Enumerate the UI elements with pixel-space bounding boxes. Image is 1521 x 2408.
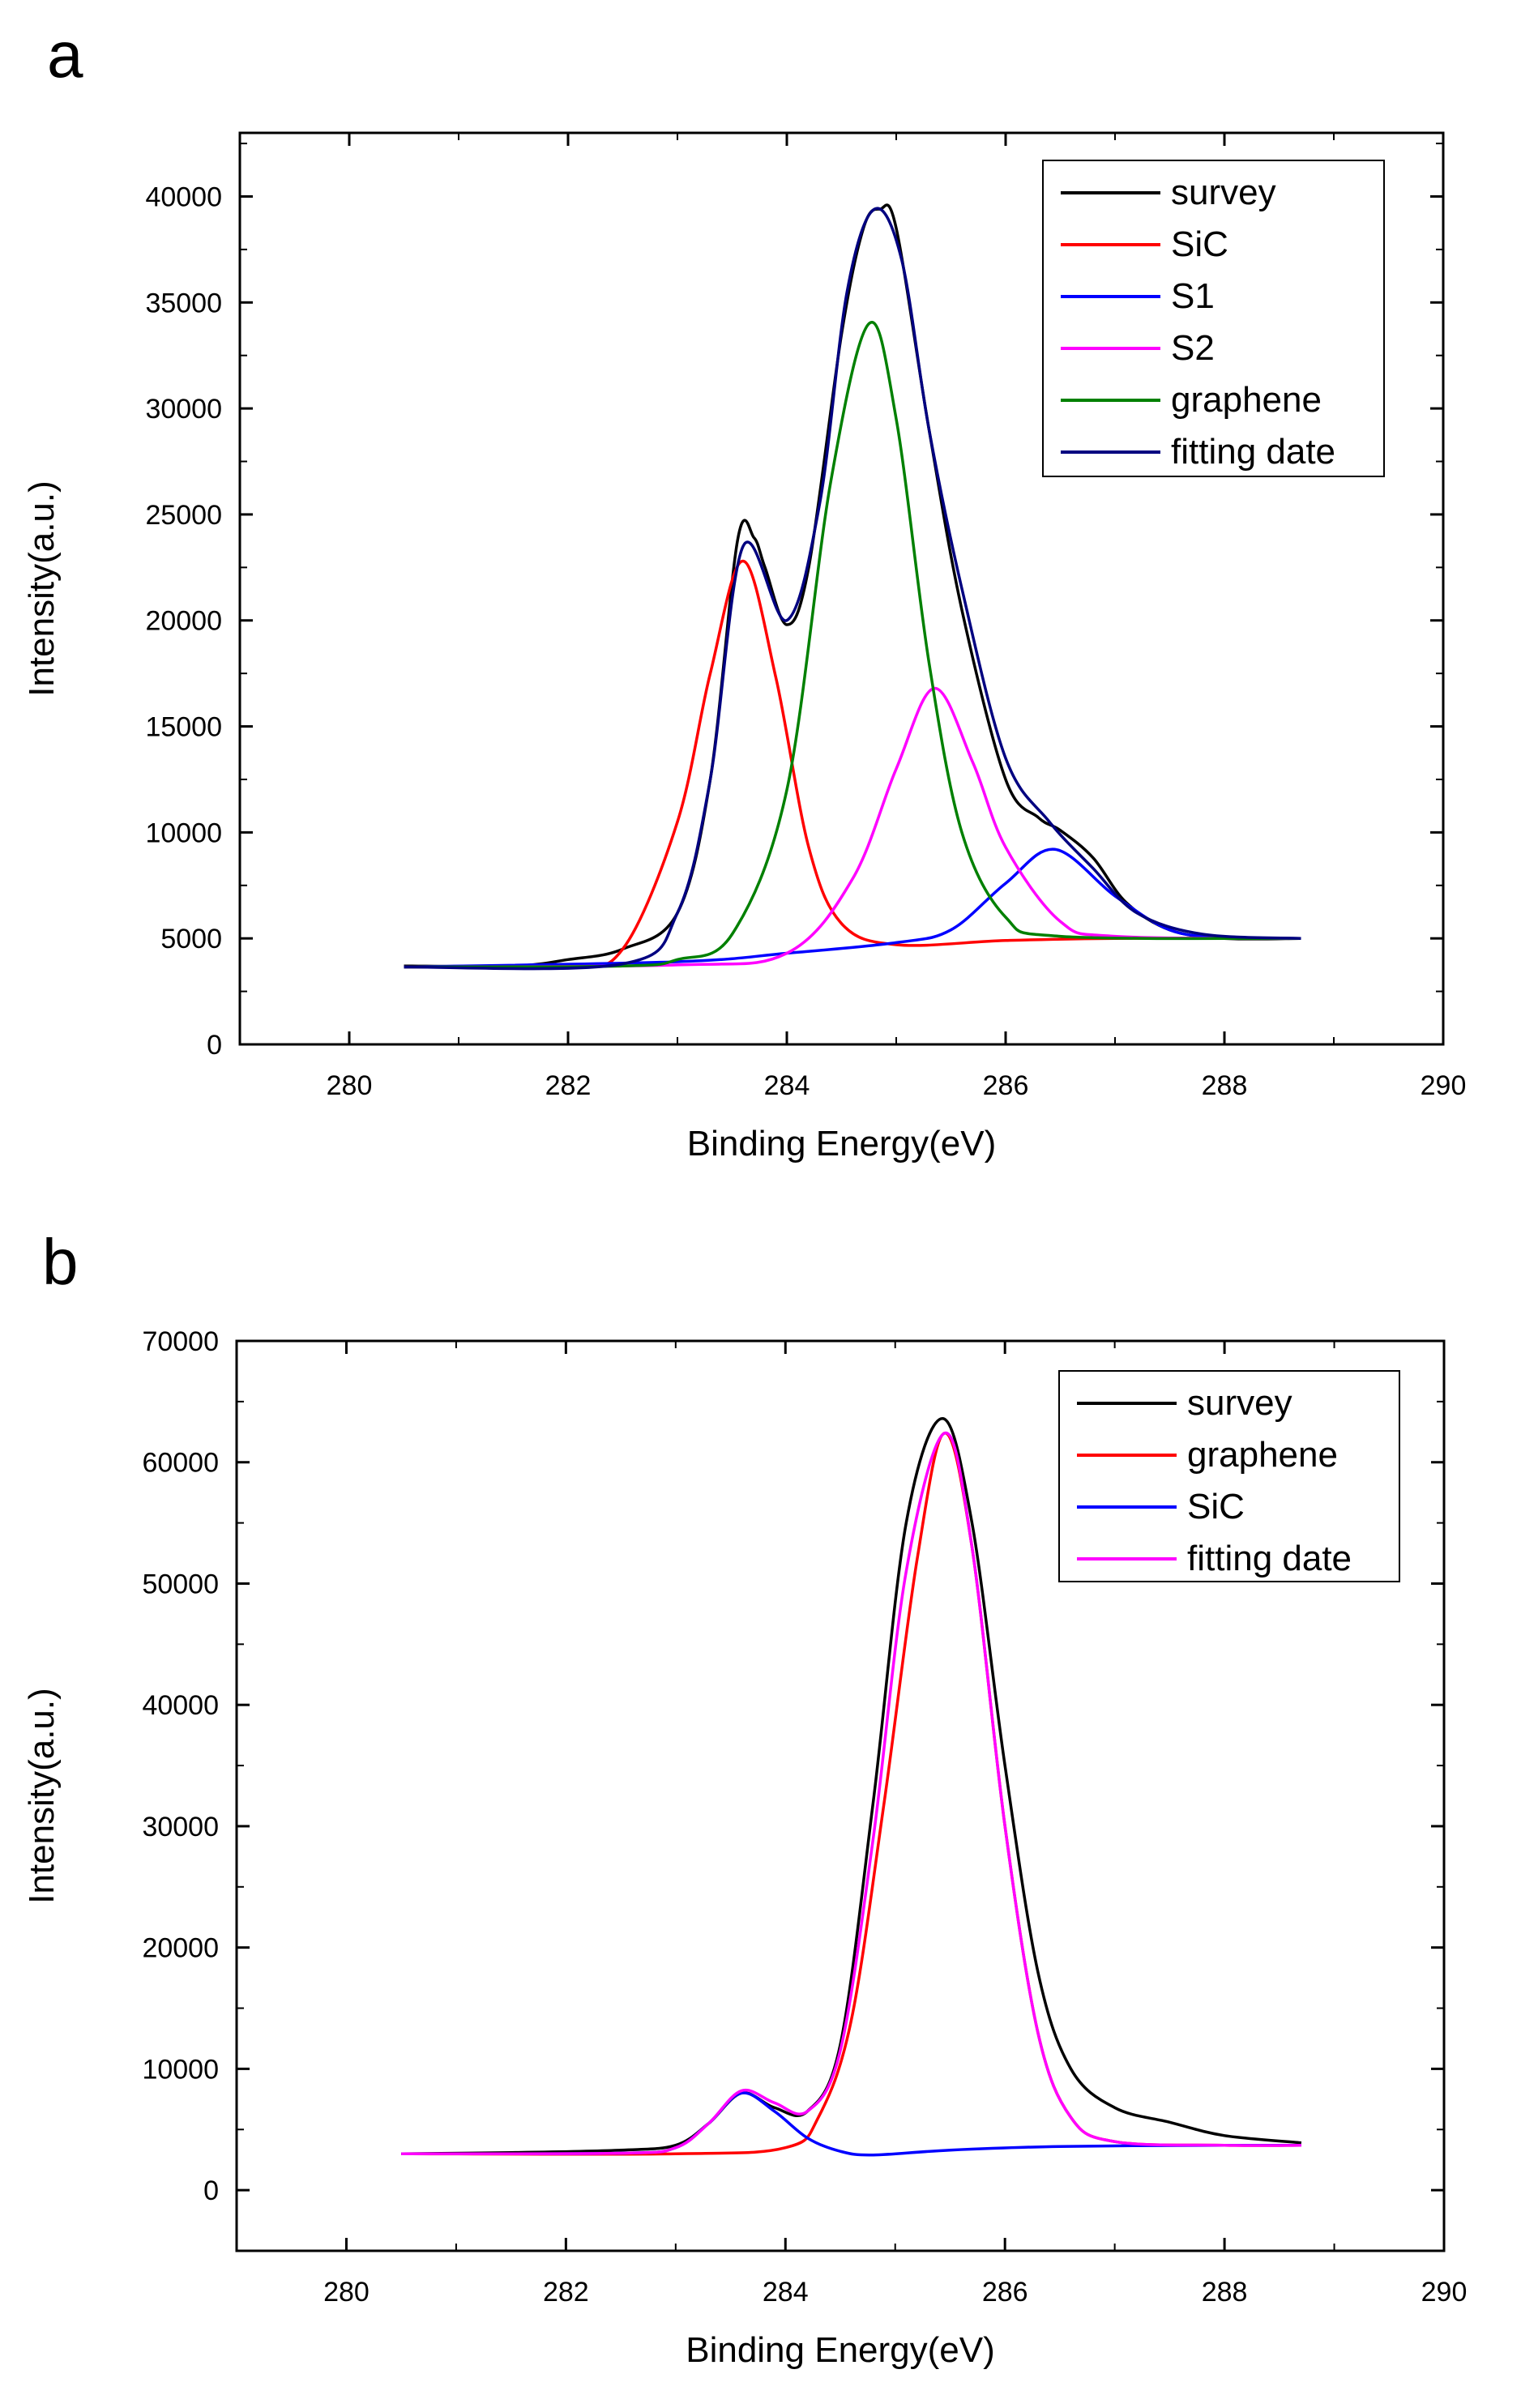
y-axis: 0 5000 10000 15000 20000 25000 30000 35000 40000 <box>145 143 1443 1061</box>
y-tick-label: 40000 <box>142 1690 219 1721</box>
x-tick-label: 284 <box>763 2277 809 2308</box>
x-tick-label: 286 <box>983 1070 1029 1101</box>
legend-box <box>1042 160 1385 477</box>
x-tick-label: 290 <box>1421 1070 1467 1101</box>
x-tick-label: 288 <box>1202 1070 1248 1101</box>
y-tick-label: 30000 <box>142 1812 219 1842</box>
y-axis-title: Intensity(a.u.) <box>22 480 62 697</box>
legend-label: S1 <box>1171 276 1215 316</box>
x-tick-label: 288 <box>1202 2277 1248 2308</box>
x-tick-label: 280 <box>323 2277 370 2308</box>
y-tick-label: 20000 <box>142 1933 219 1964</box>
panel-b: b 280 282 284 286 288 290 Binding Energy(eV) 0 10… <box>22 1226 1467 2370</box>
legend-label: survey <box>1187 1383 1292 1423</box>
x-axis-title: Binding Energy(eV) <box>686 2330 995 2370</box>
y-tick-label: 0 <box>203 2175 219 2206</box>
x-tick-label: 282 <box>545 1070 592 1101</box>
legend-label: SiC <box>1171 224 1228 264</box>
x-tick-label: 290 <box>1421 2277 1468 2308</box>
x-tick-label: 284 <box>764 1070 810 1101</box>
legend: survey SiC S1 S2 graphene fitting date <box>1042 160 1385 477</box>
legend-box <box>1058 1370 1400 1582</box>
panel-letter: a <box>47 19 83 91</box>
series-line-s2 <box>404 686 1301 969</box>
plot-frame <box>238 131 1445 1046</box>
y-tick-label: 0 <box>207 1030 222 1061</box>
y-axis: 0 10000 20000 30000 40000 50000 60000 70000 <box>142 1326 1444 2252</box>
series-group <box>401 1417 1302 2157</box>
y-tick-label: 35000 <box>145 288 222 318</box>
y-tick-label: 30000 <box>145 394 222 425</box>
y-tick-label: 25000 <box>145 500 222 531</box>
series-line-s1 <box>404 847 1301 969</box>
x-tick-label: 282 <box>543 2277 589 2308</box>
y-tick-label: 40000 <box>145 181 222 212</box>
x-axis-title: Binding Energy(eV) <box>687 1124 997 1163</box>
legend-label: fitting date <box>1187 1539 1352 1578</box>
x-axis: 280 282 284 286 288 290 <box>236 1341 1468 2308</box>
legend-label: fitting date <box>1171 432 1335 472</box>
legend-label: graphene <box>1171 380 1322 420</box>
y-tick-label: 10000 <box>145 818 222 848</box>
series-line-fitting-date <box>404 207 1301 971</box>
panel-a: a 280 282 284 286 288 290 Binding Energy(eV) 0 50… <box>22 19 1466 1163</box>
series-line-graphene <box>404 321 1301 969</box>
y-tick-label: 20000 <box>145 606 222 637</box>
legend-label: graphene <box>1187 1435 1338 1475</box>
legend-label: survey <box>1171 173 1276 212</box>
y-tick-label: 50000 <box>142 1569 219 1599</box>
x-tick-label: 280 <box>327 1070 373 1101</box>
x-tick-label: 286 <box>982 2277 1028 2308</box>
panel-letter: b <box>42 1226 79 1298</box>
legend: survey graphene SiC fitting date <box>1058 1370 1400 1582</box>
legend-label: S2 <box>1171 328 1215 368</box>
series-group <box>404 203 1301 971</box>
y-tick-label: 10000 <box>142 2054 219 2085</box>
series-line-sic <box>404 559 1301 969</box>
y-tick-label: 60000 <box>142 1448 219 1479</box>
legend-label: SiC <box>1187 1487 1245 1526</box>
y-tick-label: 5000 <box>160 924 222 954</box>
x-axis: 280 282 284 286 288 290 <box>239 133 1467 1101</box>
y-tick-label: 15000 <box>145 712 222 743</box>
y-tick-label: 70000 <box>142 1326 219 1357</box>
y-axis-title: Intensity(a.u.) <box>22 1688 62 1904</box>
series-line-fitting-date <box>401 1432 1301 2156</box>
plot-frame <box>235 1339 1446 2252</box>
